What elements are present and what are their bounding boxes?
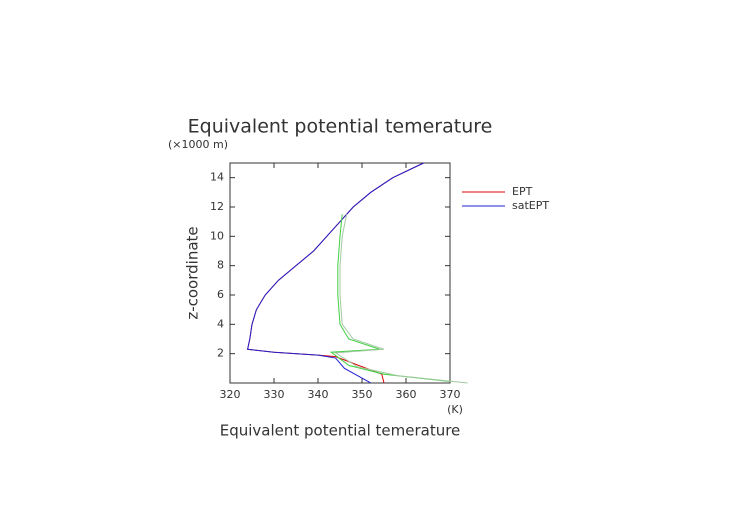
x-tick-label: 350 bbox=[352, 388, 373, 401]
y-tick-label: 14 bbox=[210, 171, 224, 184]
y-tick-label: 6 bbox=[217, 288, 224, 301]
y-unit: (×1000 m) bbox=[168, 138, 228, 151]
y-tick-label: 8 bbox=[217, 259, 224, 272]
series-line bbox=[246, 162, 424, 384]
x-tick-label: 340 bbox=[308, 388, 329, 401]
series-line bbox=[334, 214, 468, 384]
y-tick-label: 10 bbox=[210, 229, 224, 242]
x-tick-label: 320 bbox=[220, 388, 241, 401]
y-tick-label: 4 bbox=[217, 317, 224, 330]
chart-title: Equivalent potential temerature bbox=[188, 116, 493, 138]
y-axis-label: z-coordinate bbox=[184, 226, 202, 319]
y-tick-label: 12 bbox=[210, 200, 224, 213]
x-tick-label: 330 bbox=[264, 388, 285, 401]
x-tick-label: 370 bbox=[440, 388, 461, 401]
x-unit: (K) bbox=[447, 403, 463, 416]
legend-label: EPT bbox=[512, 185, 533, 198]
x-axis-label: Equivalent potential temerature bbox=[220, 422, 461, 440]
series-line bbox=[246, 162, 424, 384]
y-tick-label: 2 bbox=[217, 347, 224, 360]
legend-label: satEPT bbox=[512, 199, 549, 212]
series-line bbox=[329, 214, 451, 383]
x-tick-label: 360 bbox=[396, 388, 417, 401]
plot-frame bbox=[229, 162, 451, 384]
